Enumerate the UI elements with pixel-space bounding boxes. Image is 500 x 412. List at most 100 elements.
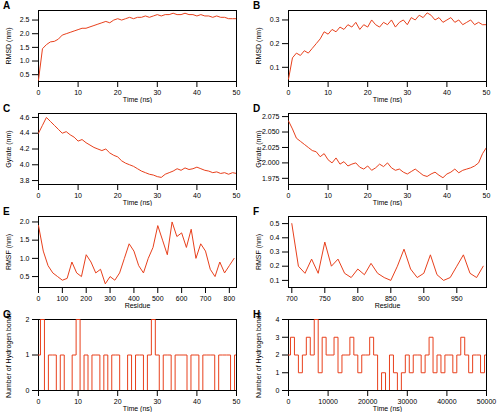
svg-text:Residue: Residue xyxy=(125,302,151,309)
svg-text:20: 20 xyxy=(364,89,372,96)
svg-text:0.5: 0.5 xyxy=(20,273,30,280)
svg-text:Time (ns): Time (ns) xyxy=(373,405,402,412)
svg-text:40: 40 xyxy=(443,89,451,96)
svg-text:0: 0 xyxy=(276,387,280,394)
svg-text:30: 30 xyxy=(153,192,161,199)
svg-text:50: 50 xyxy=(233,398,241,405)
svg-text:10: 10 xyxy=(74,89,82,96)
html-text:A: A xyxy=(3,0,11,11)
svg-text:Time (ns): Time (ns) xyxy=(123,405,152,412)
svg-text:800: 800 xyxy=(223,295,235,302)
svg-text:4: 4 xyxy=(276,316,280,323)
svg-text:0: 0 xyxy=(37,398,41,405)
svg-text:50: 50 xyxy=(233,192,241,199)
svg-text:500: 500 xyxy=(152,295,164,302)
svg-text:50: 50 xyxy=(233,89,241,96)
svg-text:RMSF (nm): RMSF (nm) xyxy=(5,234,13,270)
svg-text:50000: 50000 xyxy=(477,398,497,405)
svg-text:RMSF (nm): RMSF (nm) xyxy=(255,234,263,270)
svg-text:0.2: 0.2 xyxy=(270,262,280,269)
svg-text:0: 0 xyxy=(37,192,41,199)
svg-text:40: 40 xyxy=(193,89,201,96)
svg-text:20: 20 xyxy=(114,89,122,96)
svg-text:0.1: 0.1 xyxy=(270,277,280,284)
svg-text:RMSD (nm): RMSD (nm) xyxy=(5,28,13,65)
svg-text:Gyrate (nm): Gyrate (nm) xyxy=(5,130,13,167)
svg-text:Number of Hydrogen bonds: Number of Hydrogen bonds xyxy=(255,312,263,398)
svg-text:40: 40 xyxy=(193,398,201,405)
svg-text:0.1: 0.1 xyxy=(270,64,280,71)
svg-text:300: 300 xyxy=(104,295,116,302)
svg-text:4.2: 4.2 xyxy=(20,145,30,152)
svg-text:Residue: Residue xyxy=(375,302,401,309)
svg-text:20: 20 xyxy=(114,398,122,405)
svg-text:50: 50 xyxy=(483,89,491,96)
svg-text:0: 0 xyxy=(287,192,291,199)
svg-text:10: 10 xyxy=(324,192,332,199)
svg-text:2.5: 2.5 xyxy=(20,16,30,23)
svg-text:750: 750 xyxy=(319,295,331,302)
svg-text:Time (ns): Time (ns) xyxy=(373,96,402,104)
svg-text:0: 0 xyxy=(26,387,30,394)
svg-text:Gyrate (nm): Gyrate (nm) xyxy=(255,130,263,167)
svg-text:0: 0 xyxy=(37,89,41,96)
html-text:B: B xyxy=(253,0,261,11)
svg-text:1.0: 1.0 xyxy=(20,255,30,262)
svg-text:1.975: 1.975 xyxy=(262,175,280,182)
svg-text:30: 30 xyxy=(403,192,411,199)
svg-text:10000: 10000 xyxy=(318,398,338,405)
svg-text:0.5: 0.5 xyxy=(270,220,280,227)
svg-text:600: 600 xyxy=(176,295,188,302)
svg-text:0.2: 0.2 xyxy=(270,40,280,47)
svg-text:4.4: 4.4 xyxy=(20,129,30,136)
svg-text:100: 100 xyxy=(57,295,69,302)
svg-text:1.5: 1.5 xyxy=(20,236,30,243)
svg-text:1: 1 xyxy=(276,369,280,376)
svg-text:700: 700 xyxy=(200,295,212,302)
svg-text:2: 2 xyxy=(276,351,280,358)
svg-text:30: 30 xyxy=(153,398,161,405)
svg-text:0: 0 xyxy=(287,398,291,405)
svg-text:900: 900 xyxy=(418,295,430,302)
svg-text:Time (ns): Time (ns) xyxy=(373,199,402,207)
svg-text:3.8: 3.8 xyxy=(20,177,30,184)
svg-text:4.6: 4.6 xyxy=(20,114,30,121)
svg-text:20: 20 xyxy=(364,192,372,199)
svg-text:0.3: 0.3 xyxy=(270,248,280,255)
svg-text:2.025: 2.025 xyxy=(262,144,280,151)
svg-text:Number of Hydrogen bonds: Number of Hydrogen bonds xyxy=(5,312,13,398)
svg-text:10: 10 xyxy=(324,89,332,96)
svg-text:0.4: 0.4 xyxy=(270,234,280,241)
svg-text:40: 40 xyxy=(193,192,201,199)
svg-text:50: 50 xyxy=(483,192,491,199)
svg-text:2.0: 2.0 xyxy=(20,30,30,37)
svg-text:40: 40 xyxy=(443,192,451,199)
svg-text:950: 950 xyxy=(451,295,463,302)
svg-text:4.0: 4.0 xyxy=(20,161,30,168)
svg-text:200: 200 xyxy=(80,295,92,302)
svg-text:2: 2 xyxy=(26,316,30,323)
svg-text:2.000: 2.000 xyxy=(262,159,280,166)
svg-text:30: 30 xyxy=(153,89,161,96)
svg-text:30: 30 xyxy=(403,89,411,96)
svg-text:700: 700 xyxy=(286,295,298,302)
svg-text:20: 20 xyxy=(114,192,122,199)
svg-text:2.050: 2.050 xyxy=(262,128,280,135)
svg-text:1: 1 xyxy=(26,351,30,358)
svg-text:0.5: 0.5 xyxy=(20,71,30,78)
svg-text:Time (ns): Time (ns) xyxy=(123,96,152,104)
svg-text:1.5: 1.5 xyxy=(20,44,30,51)
svg-text:0: 0 xyxy=(37,295,41,302)
svg-text:1.0: 1.0 xyxy=(20,57,30,64)
svg-text:10: 10 xyxy=(74,398,82,405)
svg-text:3: 3 xyxy=(276,333,280,340)
svg-text:10: 10 xyxy=(74,192,82,199)
svg-text:RMSD (nm): RMSD (nm) xyxy=(255,28,263,65)
svg-text:40000: 40000 xyxy=(437,398,457,405)
svg-text:Time (ns): Time (ns) xyxy=(123,199,152,207)
svg-text:0: 0 xyxy=(287,89,291,96)
svg-text:800: 800 xyxy=(352,295,364,302)
svg-text:2.075: 2.075 xyxy=(262,113,280,120)
svg-text:2.0: 2.0 xyxy=(20,218,30,225)
svg-text:0.3: 0.3 xyxy=(270,16,280,23)
